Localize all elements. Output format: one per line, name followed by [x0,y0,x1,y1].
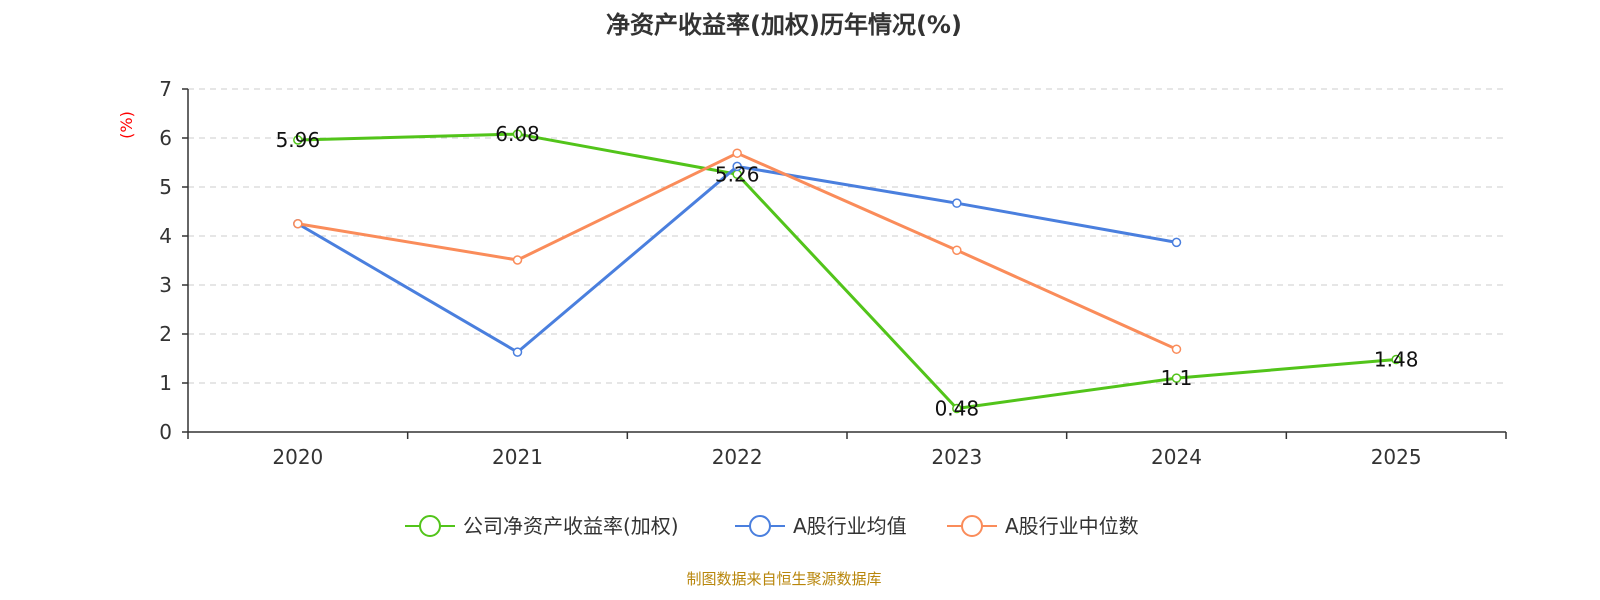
y-tick-label: 3 [159,273,172,297]
data-point[interactable] [952,245,962,255]
series-line [297,164,1177,354]
data-point[interactable] [952,403,962,414]
data-point[interactable] [952,198,962,208]
axis-layer: 0 1 2 3 4 5 6 7 2020 2021 2022 2023 2024 2025 [159,77,1507,469]
data-label: 1.48 [1374,347,1419,371]
legend-label: A股行业均值 [793,514,907,538]
y-tick-label: 1 [159,371,172,395]
legend-item-1[interactable]: A股行业均值 [735,514,907,538]
data-point[interactable] [732,148,742,158]
source-note: 制图数据来自恒生聚源数据库 [686,570,881,588]
x-tick-label: 2022 [712,445,763,469]
data-point[interactable] [512,255,523,265]
series-line [297,132,1397,410]
series-2 [293,148,1182,354]
x-tick-label: 2021 [492,445,543,469]
data-point[interactable] [293,135,303,145]
x-tick-label: 2020 [272,445,323,469]
y-tick-label: 5 [159,175,172,199]
data-label: 5.26 [715,162,760,186]
data-point[interactable] [512,129,523,139]
y-axis-label: (%) [117,111,136,139]
y-tick-label: 7 [159,77,172,101]
y-tick-label: 4 [159,224,172,248]
data-label: 0.48 [935,396,980,420]
data-point[interactable] [1171,344,1182,354]
legend-marker [419,515,441,537]
y-tick-label: 0 [159,420,172,444]
legend[interactable]: 公司净资产收益率(加权) A股行业均值 A股行业中位数 [405,514,1139,538]
legend-item-0[interactable]: 公司净资产收益率(加权) [405,514,679,538]
data-point[interactable] [732,161,742,172]
legend-marker [749,515,771,537]
y-tick-label: 6 [159,126,172,150]
grid-layer [188,88,1506,384]
legend-marker [961,515,983,537]
data-label: 5.96 [276,128,321,152]
x-tick-label: 2023 [931,445,982,469]
series-0 [293,129,1401,414]
x-tick-label: 2025 [1371,445,1422,469]
legend-item-2[interactable]: A股行业中位数 [947,514,1139,538]
y-tick-label: 2 [159,322,172,346]
series-1 [293,161,1182,357]
chart-title: 净资产收益率(加权)历年情况(%) [606,11,962,39]
data-label-layer: 5.96 6.08 5.26 0.48 1.1 1.48 [276,122,1419,420]
data-point[interactable] [293,219,303,229]
series-layer [293,129,1401,414]
legend-label: A股行业中位数 [1005,514,1139,538]
data-point[interactable] [1171,373,1182,383]
data-label: 1.1 [1161,366,1193,390]
data-label: 6.08 [495,122,540,146]
legend-label: 公司净资产收益率(加权) [463,514,679,538]
x-tick-label: 2024 [1151,445,1202,469]
data-point[interactable] [1391,354,1401,365]
data-point[interactable] [1171,237,1182,248]
data-point[interactable] [512,347,523,357]
